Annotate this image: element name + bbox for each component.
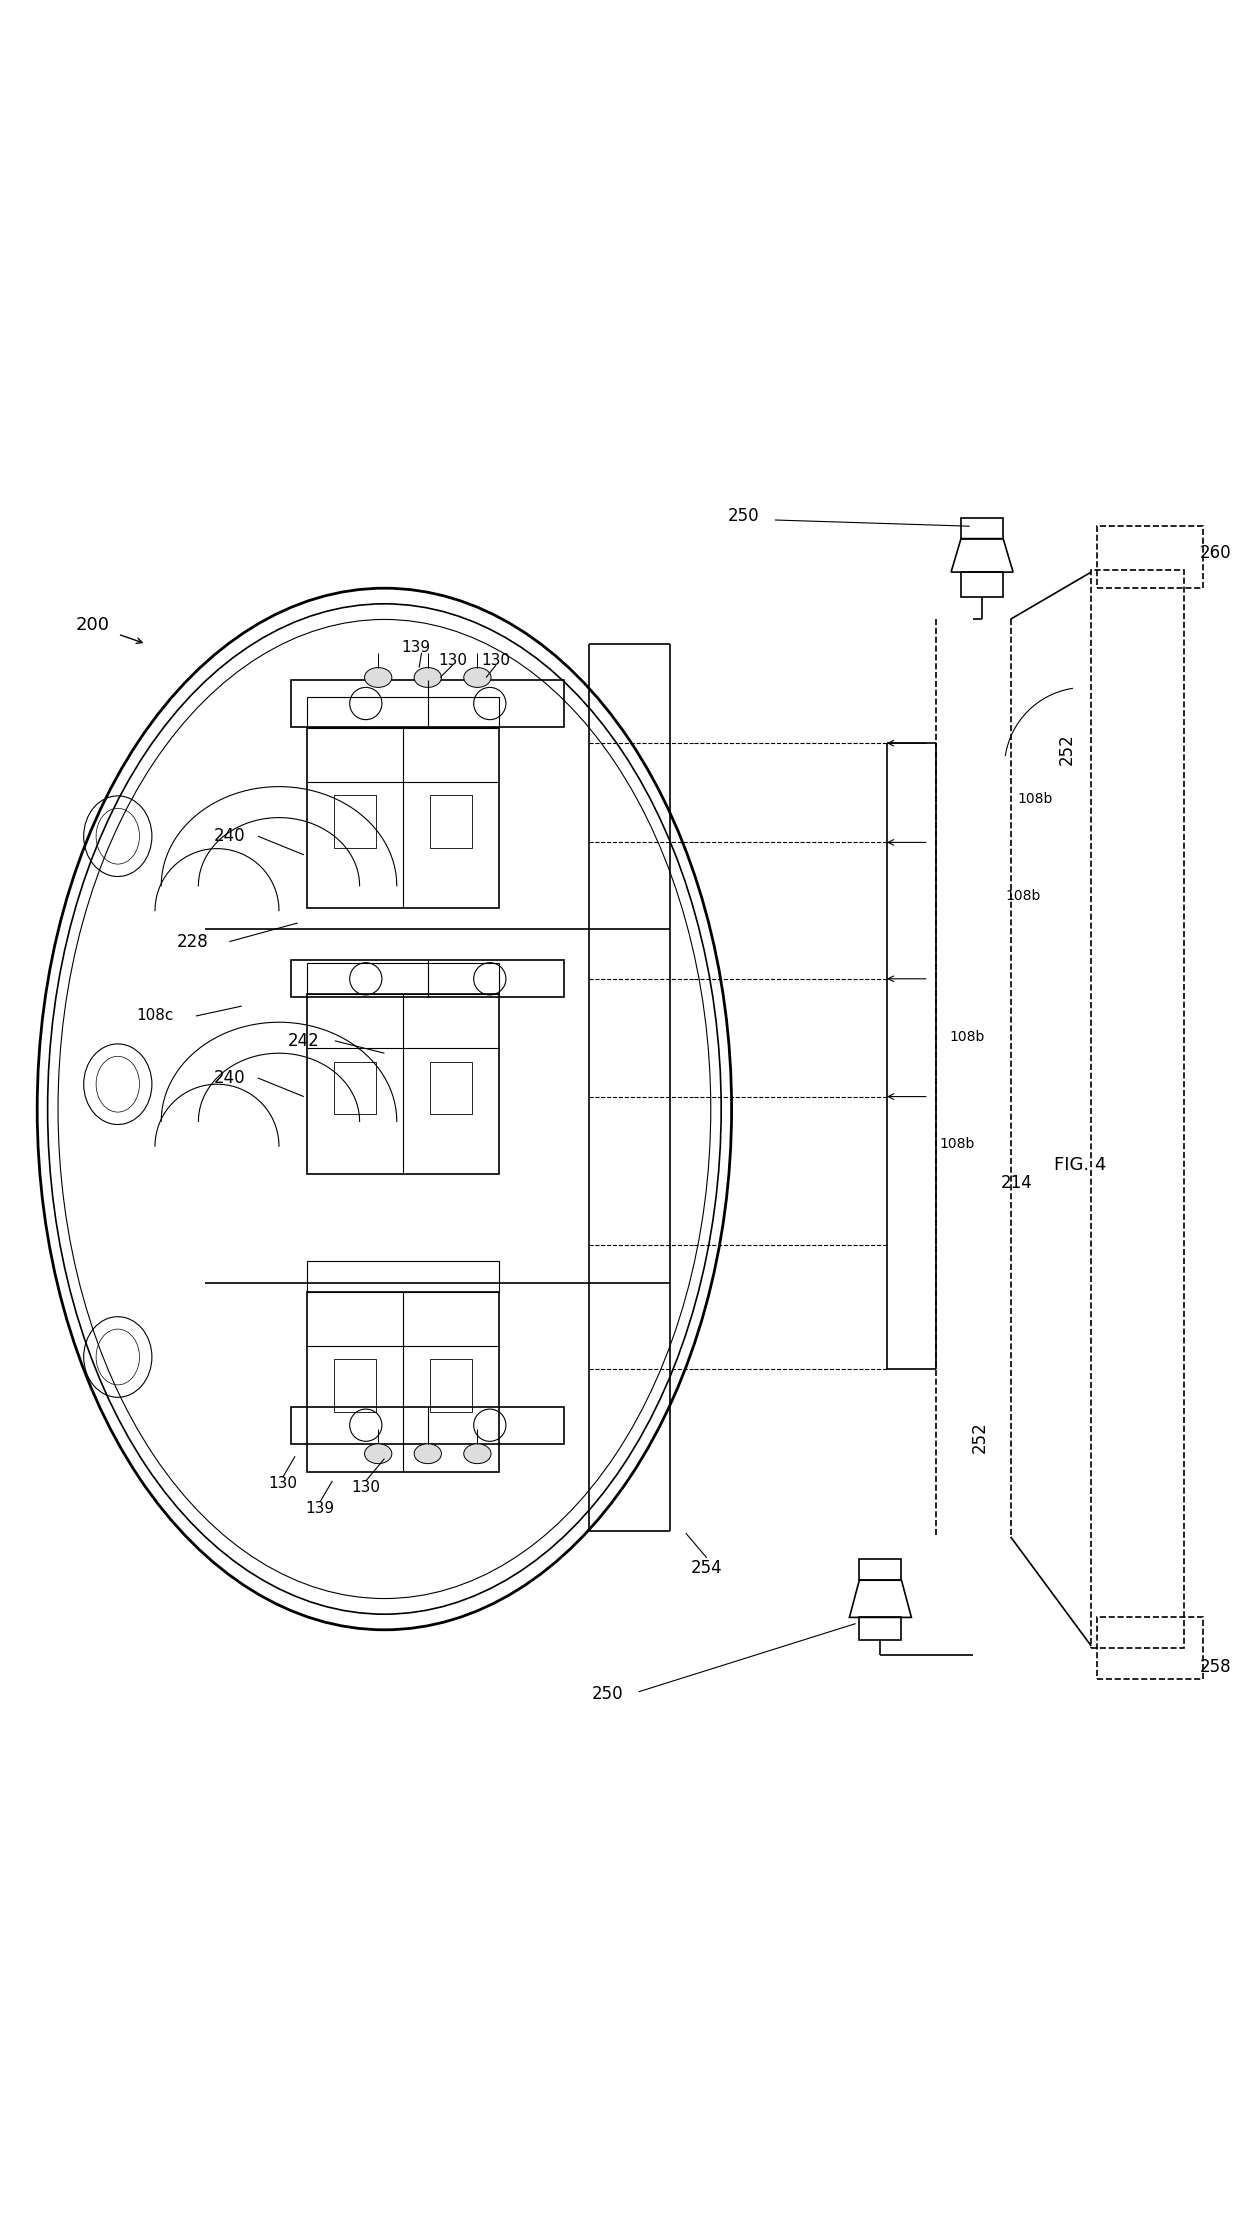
- Text: 242: 242: [288, 1031, 320, 1049]
- Text: 139: 139: [305, 1502, 335, 1515]
- Text: 139: 139: [401, 641, 430, 654]
- Text: 260: 260: [1199, 543, 1231, 563]
- Text: FIG. 4: FIG. 4: [1054, 1156, 1106, 1173]
- Text: 130: 130: [481, 652, 511, 668]
- Text: 108c: 108c: [136, 1009, 174, 1022]
- Text: 130: 130: [351, 1479, 381, 1495]
- Ellipse shape: [365, 668, 392, 688]
- Text: 130: 130: [438, 652, 467, 668]
- Text: 108b: 108b: [940, 1136, 975, 1151]
- Text: 200: 200: [76, 617, 110, 634]
- Text: 254: 254: [691, 1559, 723, 1577]
- Text: 258: 258: [1199, 1659, 1231, 1677]
- Ellipse shape: [414, 668, 441, 688]
- Text: 252: 252: [1058, 734, 1075, 765]
- Text: 228: 228: [176, 932, 208, 952]
- Ellipse shape: [464, 668, 491, 688]
- Ellipse shape: [414, 1444, 441, 1464]
- Text: 240: 240: [213, 827, 246, 845]
- Text: 250: 250: [728, 508, 760, 526]
- Ellipse shape: [365, 1444, 392, 1464]
- Text: 214: 214: [1001, 1173, 1033, 1193]
- Ellipse shape: [464, 1444, 491, 1464]
- Text: 252: 252: [971, 1422, 988, 1453]
- Text: 130: 130: [268, 1475, 298, 1490]
- Text: 240: 240: [213, 1069, 246, 1087]
- Text: 108b: 108b: [1006, 889, 1040, 903]
- Text: 250: 250: [591, 1686, 624, 1703]
- Text: 108b: 108b: [1018, 792, 1053, 805]
- Text: 108b: 108b: [950, 1029, 985, 1045]
